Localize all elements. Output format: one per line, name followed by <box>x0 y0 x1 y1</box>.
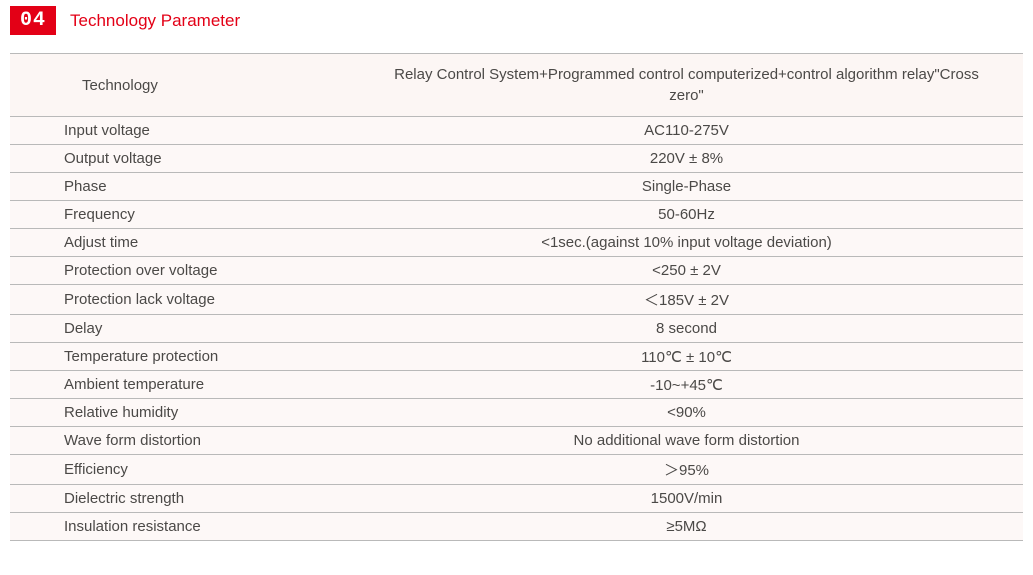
param-value: ＜185V ± 2V <box>350 285 1023 314</box>
table-row: Input voltageAC110-275V <box>10 117 1023 145</box>
param-label: Protection over voltage <box>10 258 350 283</box>
table-row: Dielectric strength1500V/min <box>10 485 1023 513</box>
table-header-row: Technology Relay Control System+Programm… <box>10 53 1023 117</box>
table-row: Efficiency＞95% <box>10 455 1023 485</box>
param-label: Protection lack voltage <box>10 287 350 312</box>
table-row: Relative humidity<90% <box>10 399 1023 427</box>
param-value: -10~+45℃ <box>350 372 1023 398</box>
table-row: Output voltage220V ± 8% <box>10 145 1023 173</box>
table-row: Adjust time<1sec.(against 10% input volt… <box>10 229 1023 257</box>
table-row: Protection over voltage<250 ± 2V <box>10 257 1023 285</box>
param-label: Temperature protection <box>10 344 350 369</box>
table-row: PhaseSingle-Phase <box>10 173 1023 201</box>
param-label: Phase <box>10 174 350 199</box>
param-value: ＞95% <box>350 455 1023 484</box>
param-label: Insulation resistance <box>10 514 350 539</box>
table-header-right: Relay Control System+Programmed control … <box>350 54 1023 116</box>
param-label: Frequency <box>10 202 350 227</box>
table-row: Ambient temperature-10~+45℃ <box>10 371 1023 399</box>
table-row: Wave form distortionNo additional wave f… <box>10 427 1023 455</box>
page-container: 04 Technology Parameter Technology Relay… <box>0 0 1033 547</box>
param-label: Relative humidity <box>10 400 350 425</box>
table-row: Delay8 second <box>10 315 1023 343</box>
param-label: Adjust time <box>10 230 350 255</box>
param-value: <1sec.(against 10% input voltage deviati… <box>350 230 1023 255</box>
param-value: <90% <box>350 400 1023 425</box>
param-value: 220V ± 8% <box>350 146 1023 171</box>
section-header: 04 Technology Parameter <box>10 6 1023 35</box>
param-value: 110℃ ± 10℃ <box>350 344 1023 370</box>
table-row: Temperature protection110℃ ± 10℃ <box>10 343 1023 371</box>
table-row: Frequency50-60Hz <box>10 201 1023 229</box>
param-label: Input voltage <box>10 118 350 143</box>
table-header-left: Technology <box>10 73 350 98</box>
table-row: Protection lack voltage＜185V ± 2V <box>10 285 1023 315</box>
param-value: 8 second <box>350 316 1023 341</box>
param-value: AC110-275V <box>350 118 1023 143</box>
param-value: 50-60Hz <box>350 202 1023 227</box>
param-value: 1500V/min <box>350 486 1023 511</box>
parameter-table: Technology Relay Control System+Programm… <box>10 53 1023 541</box>
param-label: Ambient temperature <box>10 372 350 397</box>
param-value: Single-Phase <box>350 174 1023 199</box>
param-label: Efficiency <box>10 457 350 482</box>
table-body: Input voltageAC110-275VOutput voltage220… <box>10 117 1023 541</box>
param-label: Dielectric strength <box>10 486 350 511</box>
param-label: Output voltage <box>10 146 350 171</box>
section-badge: 04 <box>10 6 56 35</box>
param-value: ≥5MΩ <box>350 514 1023 539</box>
param-label: Wave form distortion <box>10 428 350 453</box>
param-label: Delay <box>10 316 350 341</box>
table-row: Insulation resistance≥5MΩ <box>10 513 1023 541</box>
section-title: Technology Parameter <box>70 11 240 31</box>
param-value: <250 ± 2V <box>350 258 1023 283</box>
param-value: No additional wave form distortion <box>350 428 1023 453</box>
